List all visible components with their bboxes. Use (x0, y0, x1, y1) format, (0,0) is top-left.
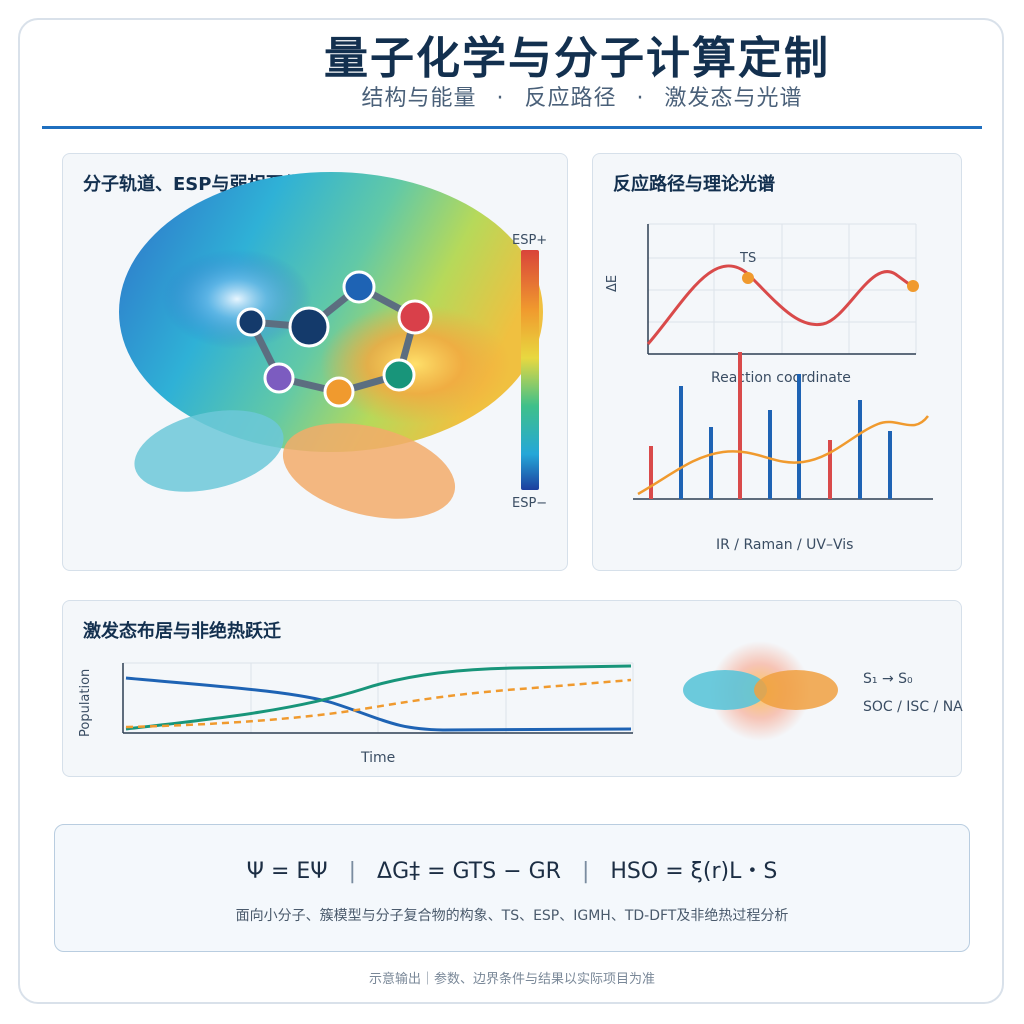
orbital-lobe-cyan (683, 670, 767, 710)
schrodinger-equation: Ψ = EΨ (246, 859, 328, 884)
excited-state-panel: 激发态布居与非绝热跃迁 Population Time S₁ → S₀ SOC … (62, 600, 963, 777)
population-axis-label: Population (78, 669, 93, 737)
colorbar-top-label: ESP+ (512, 233, 547, 248)
esp-illustration: ESP+ ESP− (119, 172, 547, 519)
page-subtitle: 结构与能量 · 反应路径 · 激发态与光谱 (0, 80, 1024, 112)
subtitle-part-excited: 激发态与光谱 (664, 86, 803, 111)
energy-axis-label: ΔE (605, 275, 620, 292)
reaction-coordinate-label: Reaction coordinate (711, 370, 851, 386)
reaction-spectra-plot: ΔE TS Reaction coordinate IR / Raman / U… (605, 223, 933, 553)
formula-description: 面向小分子、簇模型与分子复合物的构象、TS、ESP、IGMH、TD-DFT及非绝… (235, 908, 789, 924)
orbital-esp-panel: 分子轨道、ESP与弱相互作用 (62, 153, 568, 571)
s1-population-curve (125, 676, 632, 732)
formula-line: Ψ = EΨ | ΔG‡ = GTS − GR | HSO = ξ(r)L・S (55, 853, 969, 885)
spin-orbit-equation: HSO = ξ(r)L・S (610, 859, 778, 884)
reaction-panel-title: 反应路径与理论光谱 (613, 174, 775, 195)
reaction-spectra-panel: 反应路径与理论光谱 ΔE TS Reaction coordinate (592, 153, 962, 571)
weak-interaction-lobe-cyan (134, 410, 284, 492)
spectrum-sticks (649, 352, 892, 499)
subtitle-part-structure: 结构与能量 (361, 86, 477, 111)
time-axis-label: Time (360, 750, 395, 766)
subtitle-part-reaction: 反应路径 (524, 86, 617, 111)
esp-colorbar (521, 250, 539, 490)
s0-population-curve (125, 664, 632, 731)
formula-divider: | (348, 859, 357, 884)
formula-divider: | (581, 859, 590, 884)
uv-vis-envelope (637, 415, 929, 496)
weak-interaction-lobe-orange (282, 423, 456, 519)
processes-label: SOC / ISC / NAC (863, 699, 963, 715)
activation-energy-equation: ΔG‡ = GTS − GR (377, 859, 561, 884)
product-marker (907, 280, 919, 292)
energy-grid (648, 223, 917, 354)
excited-panel-title: 激发态布居与非绝热跃迁 (83, 621, 281, 642)
esp-positive-region (320, 304, 510, 424)
spectrum-label: IR / Raman / UV–Vis (716, 537, 853, 553)
transition-label: S₁ → S₀ (863, 671, 913, 687)
colorbar-bottom-label: ESP− (512, 496, 547, 511)
subtitle-separator: · (496, 86, 505, 111)
footer-note: 示意输出｜参数、边界条件与结果以实际项目为准 (368, 972, 655, 987)
molecule-atoms (236, 270, 433, 408)
orbital-lobe-orange (754, 670, 838, 710)
reaction-energy-curve (646, 264, 914, 345)
header-divider (42, 126, 982, 129)
ts-label: TS (739, 251, 756, 266)
subtitle-separator: · (636, 86, 645, 111)
population-plot: Population Time S₁ → S₀ SOC / ISC / NAC (78, 641, 963, 766)
esp-negative-region (162, 249, 312, 349)
page-title: 量子化学与分子计算定制 (324, 33, 830, 84)
population-grid (123, 662, 634, 733)
triplet-population-curve (125, 678, 632, 729)
transition-state-marker (742, 272, 754, 284)
formula-box: Ψ = EΨ | ΔG‡ = GTS − GR | HSO = ξ(r)L・S … (54, 824, 970, 952)
